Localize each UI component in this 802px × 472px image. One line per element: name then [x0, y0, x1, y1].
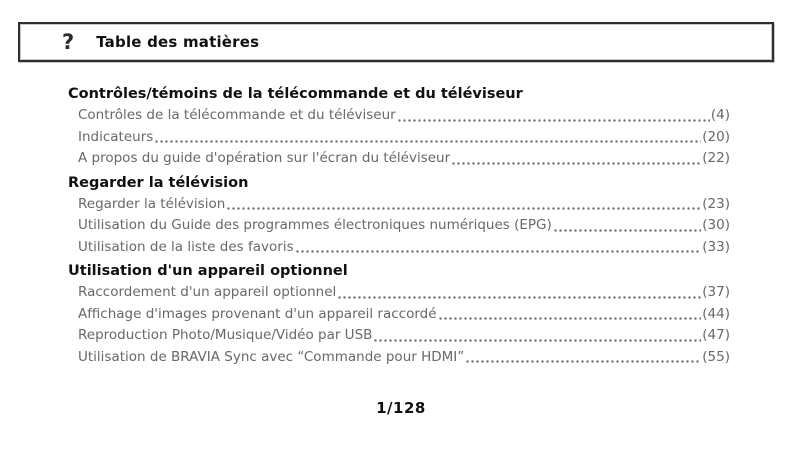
toc-entry[interactable]: Utilisation de la liste des favoris (33): [78, 237, 730, 259]
help-icon: ?: [62, 29, 75, 54]
toc-entry-page: (4): [710, 107, 730, 123]
toc-entry-page: (30): [702, 217, 730, 233]
toc-entry-page: (22): [702, 150, 730, 166]
section-entries: Regarder la télévision (23) Utilisation …: [68, 194, 730, 259]
dot-leader: [397, 118, 710, 122]
toc-entry-page: (20): [702, 128, 730, 145]
toc-section: Regarder la télévision Regarder la télév…: [68, 172, 730, 259]
toc-entry-label: Reproduction Photo/Musique/Vidéo par USB: [78, 327, 373, 343]
toc-entry-page: (44): [702, 305, 730, 322]
toc-entry-label: Contrôles de la télécommande et du télév…: [78, 107, 396, 123]
section-title: Contrôles/témoins de la télécommande et …: [68, 86, 523, 102]
toc-section: Utilisation d'un appareil optionnel Racc…: [68, 260, 730, 368]
toc-entry[interactable]: Indicateurs (20): [78, 127, 730, 149]
toc-entry[interactable]: Reproduction Photo/Musique/Vidéo par USB…: [78, 325, 730, 347]
toc-entry-label: Raccordement d'un appareil optionnel: [78, 284, 337, 300]
toc-header: ? Table des matières: [18, 22, 774, 62]
dot-leader: [338, 295, 702, 299]
toc-entry-page: (55): [702, 348, 730, 365]
section-title: Utilisation d'un appareil optionnel: [68, 263, 348, 279]
toc-entry-page: (47): [702, 327, 730, 343]
toc-entry-page: (23): [702, 195, 730, 212]
toc-entry-page: (37): [702, 284, 730, 300]
page-indicator: 1/128: [376, 399, 426, 417]
toc-entry[interactable]: Utilisation de BRAVIA Sync avec “Command…: [78, 347, 730, 369]
section-title: Regarder la télévision: [68, 174, 249, 191]
dot-leader: [295, 250, 702, 253]
toc-entry[interactable]: Raccordement d'un appareil optionnel (37…: [78, 282, 730, 304]
toc-section: Contrôles/témoins de la télécommande et …: [68, 83, 730, 170]
toc-entry-page: (33): [702, 238, 730, 255]
toc-entry-label: A propos du guide d'opération sur l'écra…: [78, 150, 451, 166]
toc-entry[interactable]: Regarder la télévision (23): [78, 194, 730, 216]
dot-leader: [452, 161, 702, 165]
toc-entry[interactable]: Contrôles de la télécommande et du télév…: [78, 105, 730, 127]
toc-entry[interactable]: A propos du guide d'opération sur l'écra…: [78, 148, 730, 170]
toc-entry-label: Affichage d'images provenant d'un appare…: [78, 305, 437, 322]
toc-entry-label: Utilisation du Guide des programmes élec…: [78, 217, 552, 233]
dot-leader: [227, 207, 702, 210]
section-entries: Raccordement d'un appareil optionnel (37…: [68, 282, 730, 368]
footer: 1/128: [0, 398, 802, 417]
toc-entry-label: Utilisation de BRAVIA Sync avec “Command…: [78, 348, 465, 365]
toc-entry[interactable]: Utilisation du Guide des programmes élec…: [78, 215, 730, 237]
page-title: Table des matières: [96, 33, 260, 51]
toc-entry-label: Regarder la télévision: [78, 195, 226, 212]
dot-leader: [438, 317, 702, 320]
toc-entry-label: Utilisation de la liste des favoris: [78, 238, 294, 255]
dot-leader: [155, 140, 702, 143]
dot-leader: [374, 338, 702, 342]
dot-leader: [466, 360, 702, 363]
toc-list: Contrôles/témoins de la télécommande et …: [68, 83, 730, 368]
section-entries: Contrôles de la télécommande et du télév…: [68, 105, 730, 170]
toc-entry[interactable]: Affichage d'images provenant d'un appare…: [78, 304, 730, 326]
toc-entry-label: Indicateurs: [78, 128, 154, 145]
dot-leader: [553, 228, 702, 232]
